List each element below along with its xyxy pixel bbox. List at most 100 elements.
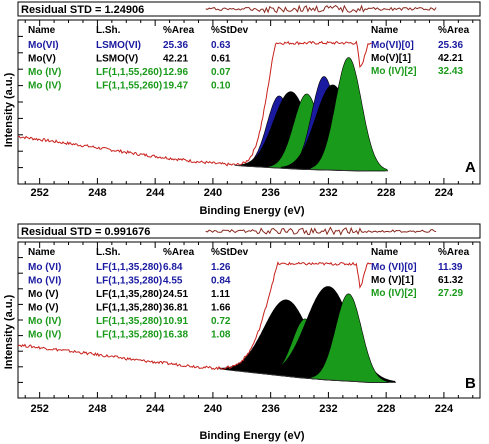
table-cell: LF(1,1,35,280) [96,316,162,327]
table-cell: LF(1,1,35,280) [96,262,162,273]
x-tick-label: 248 [88,403,106,415]
background-line [234,164,368,172]
table-header: Name [28,247,56,258]
table-header: %Area [163,25,195,36]
table-cell: LF(1,1,55,260) [96,81,162,92]
table-header: Name [28,25,56,36]
table-cell: 1.11 [211,289,230,300]
residual-box [17,1,481,17]
spectrum-line [17,40,372,167]
legend-name: Mo(VI)[0] [371,40,414,51]
panel-letter: B [465,375,476,392]
table-cell: 0.61 [211,54,231,65]
legend-name: Mo (IV)[2] [371,66,417,77]
x-tick-label: 224 [435,187,454,199]
table-cell: 25.36 [163,40,188,51]
legend-name: Mo (VI)[0] [371,262,417,273]
table-cell: Mo (IV) [28,67,61,78]
legend-header: %Area [438,25,470,36]
table-cell: Mo (VI) [28,262,61,273]
residual-trace [205,226,437,236]
residual-label: Residual STD = 0.991676 [21,226,150,238]
table-cell: 1.66 [211,303,231,314]
panel-b: Residual STD = 0.991676 Name L.Sh. %Area %S… [3,223,481,442]
table-cell: 12.96 [163,67,188,78]
table-cell: Mo (VI) [28,276,61,287]
table-cell: 0.07 [211,67,231,78]
x-tick-label: 228 [377,403,395,415]
table-cell: 0.10 [211,81,231,92]
x-tick-label: 248 [88,187,106,199]
x-tick-label: 240 [204,403,222,415]
plot-frame [17,19,481,185]
table-cell: LF(1,1,35,280) [96,330,162,341]
legend-name: Mo(V)[1] [371,53,411,64]
table-header: L.Sh. [96,247,121,258]
table-header: %StDev [211,247,249,258]
residual-line [205,226,437,236]
table-cell: 0.72 [211,316,231,327]
legend-header: Name [371,25,399,36]
table-cell: 10.91 [163,316,188,327]
table-cell: LSMO(VI) [96,40,141,51]
table-cell: 0.84 [211,276,231,287]
x-tick-label: 252 [30,403,48,415]
table-cell: Mo (IV) [28,330,61,341]
table-cell: LF(1,1,35,280) [96,276,162,287]
residual-label: Residual STD = 1.24906 [21,4,144,16]
table-cell: LF(1,1,35,280) [96,303,162,314]
table-cell: 19.47 [163,81,188,92]
table-cell: Mo (IV) [28,316,61,327]
panel-a: Residual STD = 1.24906 Name L.Sh. %Area %St… [3,1,481,217]
legend-header: Name [371,247,399,258]
table-cell: 1.26 [211,262,231,273]
x-tick-label: 244 [146,403,165,415]
x-tick-label: 236 [261,187,279,199]
table-cell: 42.21 [163,54,188,65]
peak-component [308,293,389,383]
y-axis-label: Intensity (a.u.) [3,72,15,147]
spectrum-line [17,261,372,371]
peak-component [308,57,389,172]
table-cell: LF(1,1,55,260) [96,67,162,78]
table-cell: Mo (V) [28,289,59,300]
x-tick-label: 236 [261,403,279,415]
x-axis-label: Binding Energy (eV) [199,205,304,217]
legend-name: Mo (IV)[2] [371,288,417,299]
x-tick-label: 232 [319,187,337,199]
x-tick-label: 232 [319,403,337,415]
background-line [234,370,368,383]
table-cell: Mo (IV) [28,81,61,92]
x-tick-label: 224 [435,403,454,415]
legend-area: 27.29 [438,288,463,299]
table-cell: Mo(VI) [28,40,59,51]
table-cell: 6.84 [163,262,183,273]
x-tick-label: 240 [204,187,222,199]
x-tick-label: 252 [30,187,48,199]
x-tick-label: 228 [377,187,395,199]
table-cell: 24.51 [163,289,188,300]
legend-area: 32.43 [438,66,463,77]
table-cell: 4.55 [163,276,183,287]
residual-line [205,4,437,14]
table-cell: LF(1,1,35,280) [96,289,162,300]
x-tick-label: 244 [146,187,165,199]
y-axis-label: Intensity (a.u.) [3,294,15,369]
table-cell: LSMO(V) [96,54,138,65]
legend-header: %Area [438,247,470,258]
legend-area: 11.39 [438,262,463,273]
table-header: %Area [163,247,195,258]
legend-area: 42.21 [438,53,463,64]
table-cell: 16.38 [163,330,188,341]
table-cell: 0.63 [211,40,231,51]
residual-trace [205,4,437,14]
table-cell: Mo(V) [28,54,56,65]
legend-name: Mo (V)[1] [371,275,414,286]
table-cell: 1.08 [211,330,231,341]
legend-area: 25.36 [438,40,463,51]
x-axis-label: Binding Energy (eV) [199,430,304,442]
table-cell: Mo (V) [28,303,59,314]
legend-area: 61.32 [438,275,463,286]
panel-letter: A [465,159,476,176]
